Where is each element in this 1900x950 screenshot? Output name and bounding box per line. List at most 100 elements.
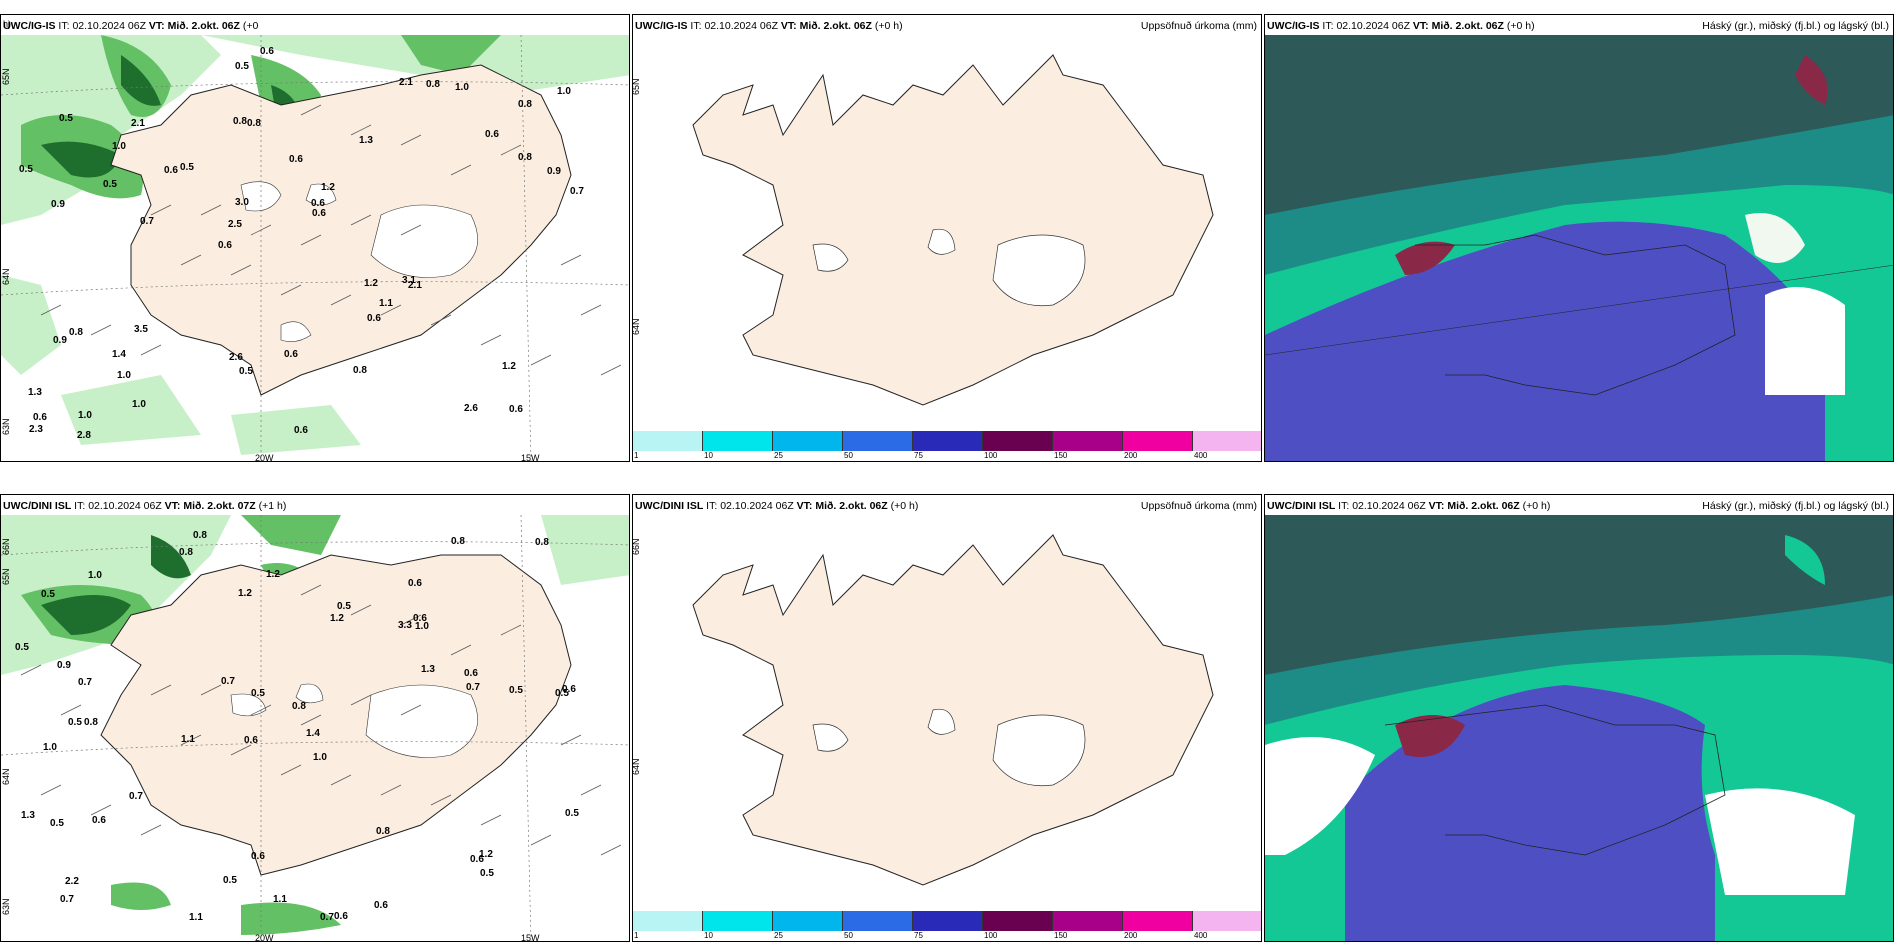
precip-value-label: 0.6 [311, 198, 325, 209]
precip-value-label: 1.1 [273, 894, 287, 905]
colorbar-tick-label: 100 [984, 451, 998, 460]
lat-label: 64N [632, 318, 641, 335]
wind-barbs [40, 104, 622, 376]
accumulated-precip-map-bottom [692, 534, 1214, 886]
colorbar-tick-label: 75 [914, 451, 923, 460]
iceland-land [100, 554, 572, 876]
precip-value-label: 1.2 [364, 278, 378, 289]
precip-value-label: 0.6 [464, 668, 478, 679]
precip-value-label: 0.6 [251, 851, 265, 862]
lead-time: (+0 h) [890, 500, 919, 512]
precip-value-label: 0.8 [426, 79, 440, 90]
precip-value-label: 0.5 [509, 685, 523, 696]
precip-value-label: 0.8 [451, 536, 465, 547]
precip-value-label: 0.5 [59, 113, 73, 124]
init-time: 02.10.2024 06Z [720, 500, 794, 512]
precip-value-label: 1.3 [21, 810, 35, 821]
colorbar-tick-label: 50 [844, 451, 853, 460]
model-name: UWC/DINI ISL [635, 500, 704, 512]
lon-label: 15W [521, 453, 540, 462]
precip-value-label: 0.7 [466, 682, 480, 693]
precip-value-label: 0.5 [50, 818, 64, 829]
precip-value-label: 0.5 [565, 808, 579, 819]
precip-value-label: 0.9 [51, 199, 65, 210]
precip-value-label: 3.5 [134, 324, 148, 335]
panel-header: UWC/IG-IS IT: 02.10.2024 06Z VT: Mið. 2.… [635, 19, 1257, 33]
valid-time: Mið. 2.okt. 06Z [1447, 500, 1520, 512]
iceland-land [692, 534, 1214, 886]
precip-value-label: 0.8 [193, 530, 207, 541]
model-name: UWC/DINI ISL [3, 500, 72, 512]
lat-label: 64N [632, 758, 641, 775]
it-label: IT: [74, 500, 86, 512]
precip-value-label: 3.0 [235, 197, 249, 208]
precip-value-label: 1.1 [181, 734, 195, 745]
precip-value-label: 1.0 [415, 621, 429, 632]
lead-time: (+0 [242, 20, 259, 32]
colorbar-segment [633, 911, 703, 931]
init-time: 02.10.2024 06Z [72, 20, 146, 32]
precip-value-label: 2.6 [464, 403, 478, 414]
colorbar-segment [983, 431, 1053, 451]
lat-label: 65N [632, 78, 641, 95]
precip-value-label: 1.2 [479, 849, 493, 860]
precip-value-label: 0.5 [41, 589, 55, 600]
precip-value-label: 0.5 [103, 179, 117, 190]
colorbar-segment [843, 431, 913, 451]
panel-field-title: Uppsöfnuð úrkoma (mm) [1140, 20, 1257, 32]
glacier [927, 228, 956, 255]
precip-value-label: 3.1 [402, 275, 416, 286]
colorbar-tick-label: 10 [704, 451, 713, 460]
precip-value-label: 1.2 [330, 613, 344, 624]
panel-field-title: Háský (gr.), miðský (fj.bl.) og lágský (… [1702, 20, 1889, 32]
sea-precip-shading [1, 35, 629, 455]
colorbar-tick-label: 150 [1054, 451, 1068, 460]
colorbar-segment [633, 431, 703, 451]
sea-precip-shading [1, 515, 629, 935]
precip-value-label: 0.5 [180, 162, 194, 173]
precip-value-label: 1.0 [455, 82, 469, 93]
precip-value-label: 2.3 [29, 424, 43, 435]
precip-value-label: 0.5 [19, 164, 33, 175]
precip-value-label: 0.6 [289, 154, 303, 165]
graticule [1, 514, 629, 941]
valid-time: Mið. 2.okt. 07Z [183, 500, 256, 512]
it-label: IT: [1338, 500, 1350, 512]
colorbar-segment [913, 911, 983, 931]
vt-label: VT: [164, 500, 181, 512]
colorbar-tick-label: 25 [774, 931, 783, 940]
precip-value-label: 0.7 [129, 791, 143, 802]
lat-label: 65N [1, 68, 11, 85]
valid-time: Mið. 2.okt. 06Z [1431, 20, 1504, 32]
precip-value-label: 0.7 [221, 676, 235, 687]
precip-value-label: 2.1 [399, 77, 413, 88]
precip-value-label: 2.6 [229, 352, 243, 363]
panel-field-title: Háský (gr.), miðský (fj.bl.) og lágský (… [1702, 500, 1889, 512]
precip-value-label: 0.5 [68, 717, 82, 728]
precip-value-label: 2.5 [228, 219, 242, 230]
lon-label: 15W [521, 933, 540, 942]
glacier [812, 723, 849, 752]
colorbar-tick-label: 50 [844, 931, 853, 940]
precip-value-label: 0.8 [518, 99, 532, 110]
precip-value-label: 2.1 [408, 280, 422, 291]
precip-colorbar [633, 911, 1261, 931]
precip-value-label: 1.2 [502, 361, 516, 372]
valid-time: Mið. 2.okt. 06Z [815, 500, 888, 512]
lat-label: 63N [1, 418, 11, 435]
precip-value-label: 0.5 [223, 875, 237, 886]
colorbar-tick-label: 1 [634, 451, 639, 460]
precip-value-label: 1.3 [421, 664, 435, 675]
lat-label: 66N [1, 538, 11, 555]
precip-value-label: 2.2 [65, 876, 79, 887]
colorbar-segment [1123, 911, 1193, 931]
precip-value-label: 1.0 [557, 86, 571, 97]
colorbar-tick-label: 100 [984, 931, 998, 940]
precip-value-label: 1.3 [28, 387, 42, 398]
lead-time: (+0 h) [1522, 500, 1551, 512]
lat-label: 63N [1, 898, 11, 915]
panel-header: UWC/IG-IS IT: 02.10.2024 06Z VT: Mið. 2.… [3, 19, 625, 33]
precip-value-label: 0.6 [218, 240, 232, 251]
cloud-cover-map-bottom [1265, 515, 1893, 941]
precip-value-label: 0.6 [562, 684, 576, 695]
